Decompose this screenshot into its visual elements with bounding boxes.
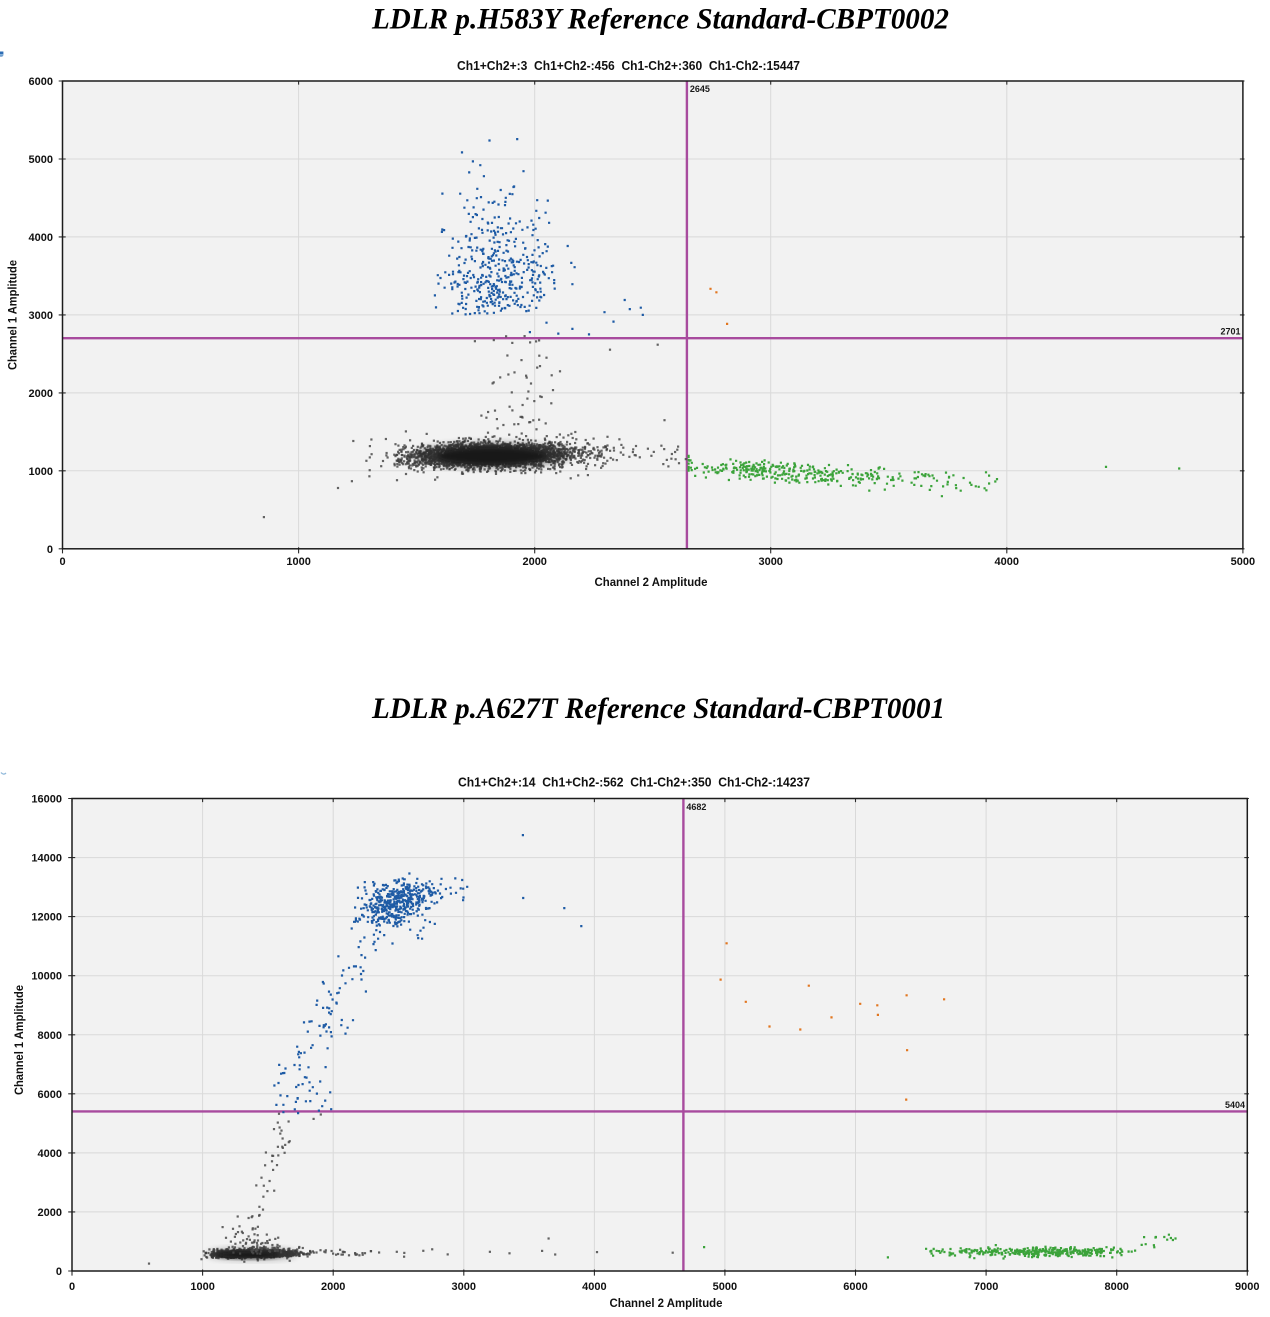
svg-text:2701: 2701 <box>1220 327 1240 337</box>
svg-text:4682: 4682 <box>686 802 706 812</box>
svg-text:3000: 3000 <box>452 1281 476 1293</box>
svg-text:6000: 6000 <box>29 76 53 88</box>
svg-text:3000: 3000 <box>29 310 53 322</box>
svg-text:2645: 2645 <box>690 84 710 94</box>
svg-text:8000: 8000 <box>38 1030 62 1042</box>
svg-text:2000: 2000 <box>38 1207 62 1219</box>
svg-text:4000: 4000 <box>29 232 53 244</box>
svg-text:14000: 14000 <box>31 853 62 865</box>
svg-text:Ch1+Ch2+:14 Ch1+Ch2-:562 Ch1: Ch1+Ch2+:14 Ch1+Ch2-:562 Ch1-Ch2+:350 Ch… <box>458 776 810 790</box>
svg-text:1000: 1000 <box>190 1281 214 1293</box>
svg-text:0: 0 <box>69 1281 75 1293</box>
svg-text:16000: 16000 <box>31 794 62 806</box>
svg-text:4000: 4000 <box>38 1148 62 1160</box>
svg-text:Channel 2 Amplitude: Channel 2 Amplitude <box>610 1298 723 1310</box>
svg-text:2000: 2000 <box>522 556 546 568</box>
svg-text:2000: 2000 <box>321 1281 345 1293</box>
svg-text:5000: 5000 <box>1231 556 1255 568</box>
svg-text:0: 0 <box>56 1266 62 1278</box>
svg-text:LDLR p.H583Y Reference Standar: LDLR p.H583Y Reference Standard-CBPT0002 <box>371 3 949 36</box>
svg-text:4000: 4000 <box>582 1281 606 1293</box>
svg-text:LDLR p.A627T Reference Standar: LDLR p.A627T Reference Standard-CBPT0001 <box>371 692 945 725</box>
svg-text:1000: 1000 <box>286 556 310 568</box>
svg-text:Ch1+Ch2+:3 Ch1+Ch2-:456 Ch1-: Ch1+Ch2+:3 Ch1+Ch2-:456 Ch1-Ch2+:360 Ch1… <box>457 59 800 73</box>
svg-text:0: 0 <box>59 556 65 568</box>
svg-text:6000: 6000 <box>843 1281 867 1293</box>
svg-text:4000: 4000 <box>995 556 1019 568</box>
svg-text:10000: 10000 <box>31 971 62 983</box>
svg-text:5000: 5000 <box>29 154 53 166</box>
svg-text:Channel 1 Amplitude: Channel 1 Amplitude <box>14 985 26 1095</box>
svg-text:8000: 8000 <box>1104 1281 1128 1293</box>
svg-text:Channel 2 Amplitude: Channel 2 Amplitude <box>595 577 708 589</box>
svg-text:3000: 3000 <box>758 556 782 568</box>
svg-text:7000: 7000 <box>974 1281 998 1293</box>
svg-text:Channel 1 Amplitude: Channel 1 Amplitude <box>8 260 20 370</box>
svg-text:12000: 12000 <box>31 912 62 924</box>
svg-text:5000: 5000 <box>713 1281 737 1293</box>
svg-text:9000: 9000 <box>1235 1281 1259 1293</box>
svg-text:2000: 2000 <box>29 388 53 400</box>
svg-text:5404: 5404 <box>1225 1100 1245 1110</box>
svg-text:0: 0 <box>47 544 53 556</box>
svg-text:6000: 6000 <box>38 1089 62 1101</box>
svg-text:1000: 1000 <box>29 466 53 478</box>
